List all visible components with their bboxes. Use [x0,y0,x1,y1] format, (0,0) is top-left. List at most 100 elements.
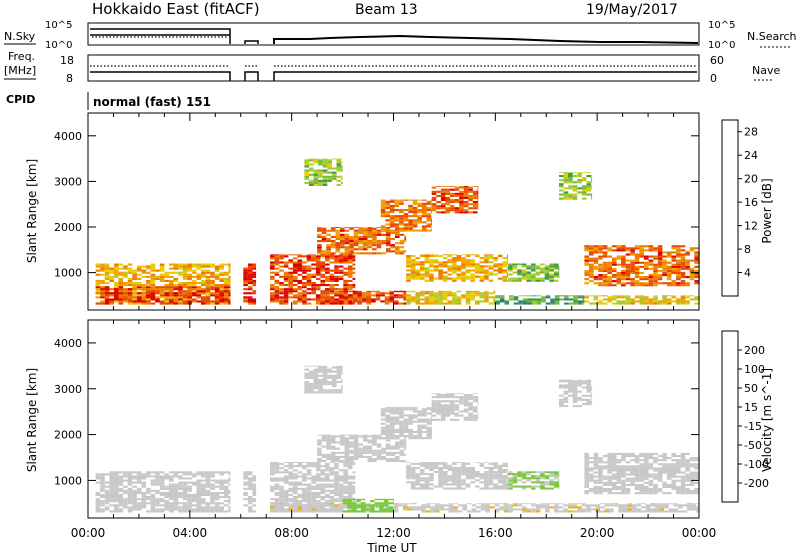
power-cell [320,263,325,266]
velocity-cell [288,493,293,496]
velocity-cell [228,477,231,480]
velocity-cell [146,491,151,494]
power-cell [136,286,142,289]
velocity-cell [422,424,427,427]
velocity-cell [465,462,471,465]
velocity-cell [321,437,327,440]
velocity-cell [508,479,513,482]
power-cell [141,275,147,278]
velocity-cell [340,460,345,463]
velocity-cell [164,508,169,511]
power-cell [362,246,368,249]
power-cell [362,244,368,247]
velocity-cell [349,437,354,440]
velocity-cell [442,473,448,476]
velocity-cell [410,487,416,490]
power-cell [366,298,372,301]
velocity-cell [453,506,458,509]
velocity-cell [210,475,215,478]
power-cell [376,231,382,234]
power-cell [100,267,105,270]
power-cell [415,277,420,280]
power-cell [521,263,527,266]
velocity-cell [426,428,432,431]
power-cell [644,263,649,266]
velocity-cell [540,477,545,480]
velocity-cell [243,498,248,501]
velocity-cell [479,477,485,480]
power-cell [639,247,644,250]
power-cell [526,279,531,282]
velocity-cell [228,508,231,511]
velocity-cell [279,485,284,488]
velocity-cell [567,506,573,509]
power-cell [389,215,395,218]
velocity-cell [406,471,411,474]
power-cell [593,265,599,268]
power-cell [362,248,368,251]
power-cell [247,298,253,301]
velocity-cell [607,488,612,491]
power-cell [313,158,319,160]
velocity-cell [470,469,475,472]
power-cell [395,233,400,236]
velocity-cell [279,487,284,490]
velocity-cell [632,508,637,511]
velocity-cell [347,485,353,488]
velocity-cell [657,463,663,466]
power-cell [219,277,224,280]
power-cell [431,203,437,206]
power-cell [352,277,356,280]
velocity-cell [429,473,434,476]
power-cell [653,276,658,279]
velocity-cell [553,483,559,486]
velocity-cell [676,475,681,478]
velocity-cell [625,461,631,464]
velocity-cell [433,485,439,488]
power-cell [479,257,485,260]
power-cell [338,261,344,264]
power-cell [662,298,667,301]
velocity-cell [662,481,667,484]
velocity-cell [461,483,466,486]
velocity-cell [484,477,489,480]
power-cell [187,275,192,278]
power-cell [132,294,137,297]
velocity-cell [503,506,509,509]
power-cell [602,263,608,266]
velocity-cell [589,473,594,476]
power-cell [463,190,469,193]
power-cell [123,296,128,299]
velocity-cell [338,508,344,511]
velocity-cell [372,443,377,446]
power-cell [433,261,439,264]
cpid-label: CPID [6,93,35,106]
velocity-cell [600,506,605,509]
power-cell [292,267,298,270]
power-cell [155,292,160,295]
power-cell [470,294,475,297]
velocity-cell [283,462,289,463]
power-cell [288,292,293,295]
velocity-cell [247,477,253,480]
power-cell [497,277,503,280]
velocity-cell [127,487,133,490]
velocity-cell [673,504,678,507]
power-cell [417,211,422,214]
power-cell [630,259,635,262]
velocity-cell [315,487,321,490]
power-cell [173,292,179,295]
power-cell [488,302,494,305]
power-cell [127,269,133,272]
velocity-cell [317,449,322,452]
velocity-cell [311,496,316,499]
velocity-cell [306,469,312,472]
power-cell [616,257,622,260]
velocity-cell [228,502,231,505]
velocity-cell [347,491,353,494]
power-cell [297,273,303,276]
velocity-cell [320,487,325,490]
velocity-cell [653,488,658,491]
power-cell [376,227,382,228]
velocity-cell [159,508,165,511]
